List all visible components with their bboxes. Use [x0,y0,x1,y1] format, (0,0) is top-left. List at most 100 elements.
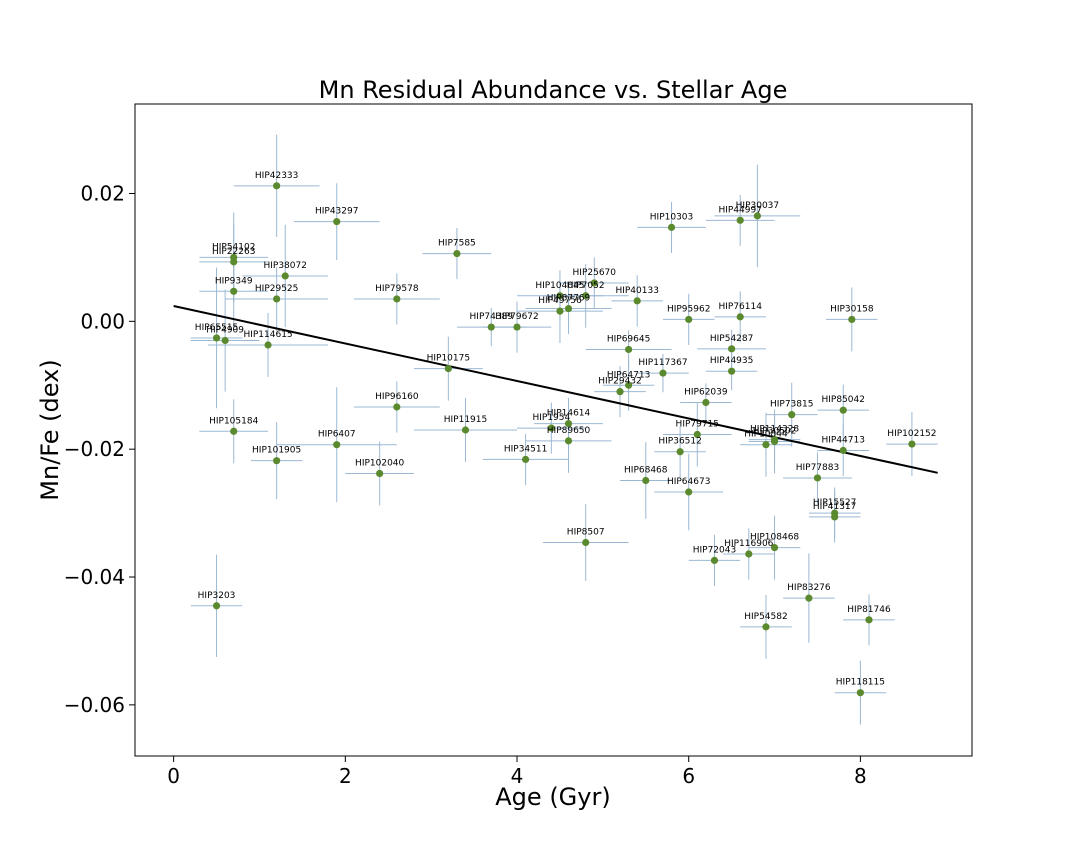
data-point [582,292,590,300]
data-point [762,623,770,631]
y-axis-label: Mn/Fe (dex) [36,359,64,500]
data-point [230,287,238,295]
point-label: HIP104045 [535,281,584,291]
point-label: HIP22263 [212,247,255,257]
point-label: HIP79578 [375,284,419,294]
point-label: HIP79715 [676,419,719,429]
x-axis-label: Age (Gyr) [495,783,610,811]
data-point [281,272,289,280]
point-label: HIP89650 [547,426,591,436]
point-label: HIP54287 [710,334,753,344]
y-tick-label: −0.04 [64,565,125,589]
data-point [221,336,229,345]
data-point [513,323,521,331]
data-point [753,212,761,220]
data-point [728,345,736,353]
data-point [590,279,598,287]
point-label: HIP83276 [787,583,831,593]
point-label: HIP25670 [573,268,617,278]
point-label: HIP64673 [667,477,710,487]
point-label: HIP14614 [547,409,591,419]
point-label: HIP6407 [318,430,356,440]
data-point [788,411,796,419]
point-label: HIP96160 [375,392,419,402]
data-point [908,440,916,448]
point-label: HIP117367 [638,358,687,368]
point-label: HIP87769 [547,294,591,304]
point-label: HIP36512 [658,437,701,447]
point-label: HIP73815 [770,400,813,410]
x-tick-label: 0 [167,764,180,788]
point-label: HIP7052 [567,281,605,291]
chart-title: Mn Residual Abundance vs. Stellar Age [319,76,788,104]
data-point [633,297,641,305]
data-point [659,369,667,377]
data-point [625,345,633,354]
fit-line-layer [173,305,938,474]
data-point [745,550,753,558]
point-label: HIP29525 [255,284,298,294]
data-point [702,398,710,407]
data-point [839,446,847,455]
data-point [273,182,281,190]
data-point [582,538,590,547]
data-point [453,249,461,258]
point-label: HIP114328 [750,425,799,435]
point-label: HIP11915 [444,415,487,425]
x-tick-label: 6 [682,764,695,788]
point-label: HIP85042 [821,395,864,405]
point-label: HIP40133 [615,286,658,296]
y-axis-ticks: −0.06 −0.04 −0.02 0.00 0.02 [64,181,135,717]
data-point [865,616,873,624]
data-point [813,474,822,482]
data-point [522,455,530,464]
point-label: HIP8507 [567,528,605,538]
point-label: HIP30502 [753,427,796,437]
plot-frame [134,103,973,757]
data-point [685,488,693,496]
data-point [770,437,779,446]
point-label: HIP65515 [195,323,238,333]
point-label: HIP3203 [198,591,236,601]
data-point [273,457,281,465]
x-tick-label: 8 [854,764,867,788]
point-label: HIP102152 [887,429,936,439]
data-point [487,323,495,331]
data-point [616,388,624,396]
data-point [848,315,856,324]
data-point [393,295,401,303]
data-point [230,258,238,266]
point-label: HIP44997 [718,205,761,215]
data-point [547,424,555,432]
point-label: HIP30158 [830,304,874,314]
point-label: HIP4909 [206,326,244,336]
data-point [642,476,650,485]
x-axis-ticks: 0 2 4 6 8 [167,756,867,788]
point-label: HIP10303 [650,212,693,222]
point-label: HIP79672 [495,312,538,322]
data-point [625,381,633,389]
point-label: HIP1954 [532,413,570,423]
y-tick-label: −0.06 [64,693,125,717]
data-point [444,365,452,373]
point-label: HIP108468 [750,533,799,543]
point-label: HIP101905 [252,446,301,456]
point-label: HIP95962 [667,304,710,314]
fit-line [173,305,938,474]
point-label: HIP43297 [315,207,358,217]
point-label: HIP102040 [355,458,404,468]
data-point [676,448,684,456]
data-point [376,469,384,478]
point-label: HIP76114 [718,302,762,312]
data-point [556,307,564,315]
point-label: HIP29432 [598,377,641,387]
x-tick-label: 4 [511,764,524,788]
point-label: HIP81746 [847,605,891,615]
data-point [839,406,847,414]
point-label: HIP10175 [427,354,470,364]
data-point [461,426,470,434]
point-label: HIP118115 [836,678,885,688]
data-point [831,513,839,521]
